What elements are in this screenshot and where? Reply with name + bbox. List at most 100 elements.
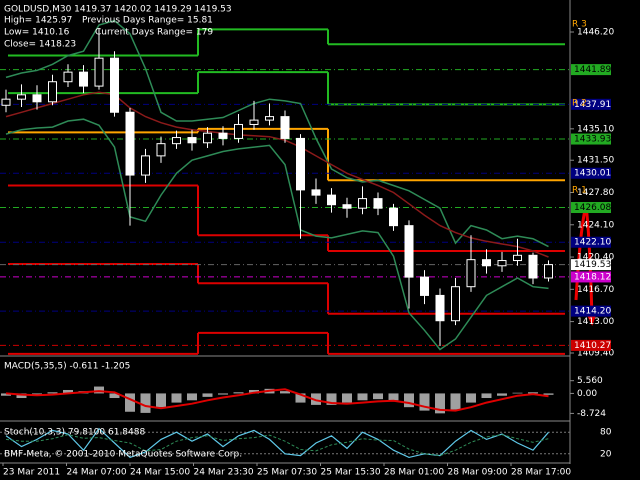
level-label: 1422.10	[574, 238, 611, 248]
macd-bar	[109, 393, 120, 399]
level-box	[571, 133, 611, 145]
macd-bar	[357, 393, 368, 401]
level-box	[571, 259, 611, 271]
y-tick-label: 1416.70	[577, 285, 614, 295]
y-tick-label: 1446.20	[577, 28, 614, 38]
candle-body	[451, 286, 460, 322]
candle-body	[63, 71, 73, 83]
macd-bar	[140, 393, 151, 413]
y-tick-label: 1409.40	[577, 348, 614, 358]
x-tick-label: 24 Mar 15:00	[130, 468, 190, 478]
candle-body	[544, 264, 553, 279]
macd-bar	[280, 391, 290, 394]
candle-body	[48, 81, 57, 103]
level-label: 1441.89	[574, 65, 611, 75]
candle-body	[218, 132, 228, 139]
candle-body	[141, 155, 150, 176]
footer: BMF-Meta, © 2001-2010 MetaQuotes Softwar…	[4, 450, 242, 460]
level-box	[571, 339, 611, 351]
macd-bar	[233, 392, 244, 394]
candle-body	[172, 137, 181, 145]
macd-bar	[187, 393, 197, 401]
candle-body	[327, 194, 336, 206]
candle-body	[389, 207, 398, 227]
info-low: Low= 1410.16	[4, 28, 70, 38]
candle-body	[296, 137, 305, 191]
annotation: R 3	[572, 20, 587, 30]
stoch-main	[5, 427, 549, 459]
macd-bar	[419, 393, 430, 411]
candle-body	[358, 198, 367, 209]
info-current-range: Current Days Range= 179	[95, 28, 213, 38]
candle-body	[404, 225, 414, 278]
candle-body	[79, 71, 88, 87]
stoch-signal	[5, 434, 549, 457]
level-label: 1433.93	[574, 135, 611, 145]
x-tick-label: 28 Mar 09:00	[448, 468, 508, 478]
macd-bar	[295, 393, 306, 403]
macd-bar	[528, 392, 538, 394]
macd-signal	[5, 388, 549, 412]
info-previous-range: Previous Days Range= 15.81	[82, 16, 213, 26]
level-box	[571, 202, 611, 214]
candle-body	[435, 294, 445, 322]
macd-bar	[497, 393, 507, 396]
macd-bar	[450, 393, 461, 410]
macd-bar	[404, 393, 414, 408]
level-box	[571, 98, 611, 110]
y-tick-label: 1427.80	[577, 188, 614, 198]
candle-body	[342, 204, 352, 209]
macd-bar	[466, 393, 476, 403]
macd-bar	[373, 393, 383, 400]
info-high: High= 1425.97	[4, 16, 72, 26]
x-tick-label: 24 Mar 23:30	[194, 468, 254, 478]
macd-bar	[311, 393, 321, 405]
macd-bar	[326, 393, 337, 405]
level-label: 1418.12	[574, 272, 611, 282]
candle-body	[1, 98, 11, 106]
candle-body	[125, 111, 135, 176]
macd-bar	[125, 393, 135, 412]
x-tick-label: 24 Mar 07:00	[67, 468, 127, 478]
macd-bar	[481, 393, 492, 399]
macd-bar	[543, 393, 554, 395]
y-tick-label: 1431.50	[577, 156, 614, 166]
macd-bar	[512, 392, 523, 394]
level-box	[571, 305, 611, 317]
macd-bar	[171, 393, 182, 403]
macd-bar	[63, 389, 73, 394]
level-label: 1410.27	[574, 341, 611, 351]
annotation: R 2	[572, 99, 587, 109]
macd-tick-label: 0.00	[577, 389, 597, 399]
candle-body	[17, 94, 26, 100]
x-tick-label: 25 Mar 07:30	[257, 468, 317, 478]
candle-body	[156, 143, 166, 157]
level-box	[571, 167, 611, 179]
macd-bar	[342, 393, 352, 403]
indicator-line	[5, 91, 549, 258]
level-label: 1430.01	[574, 169, 611, 179]
plot: 1446.20 1435.10 1431.50 1427.80 1424.10 1420.…	[0, 19, 614, 478]
x-tick-label: 28 Mar 17:00	[511, 468, 571, 478]
candle-body	[32, 94, 42, 103]
candle-body	[528, 254, 538, 279]
candle-body	[482, 259, 491, 267]
y-tick-label: 1435.10	[577, 124, 614, 134]
candle-body	[497, 260, 507, 267]
y-tick-label: 1424.10	[577, 220, 614, 230]
level-label: 1437.91	[574, 100, 611, 110]
info-symbol: GOLDUSD,M30 1419.37 1420.02 1419.29 1419…	[4, 5, 232, 15]
x-tick-label: 25 Mar 15:30	[321, 468, 381, 478]
macd-bar	[435, 393, 445, 414]
level-box	[571, 64, 611, 76]
level-label: 1419.53	[574, 260, 611, 270]
macd-bar	[47, 392, 58, 394]
macd-bar	[94, 386, 104, 394]
candle-body	[94, 57, 104, 87]
candle-body	[249, 119, 259, 125]
level-box	[571, 271, 611, 283]
x-tick-label: 23 Mar 2011	[3, 468, 60, 478]
indicator-line	[5, 118, 549, 351]
x-tick-label: 28 Mar 01:00	[384, 468, 444, 478]
